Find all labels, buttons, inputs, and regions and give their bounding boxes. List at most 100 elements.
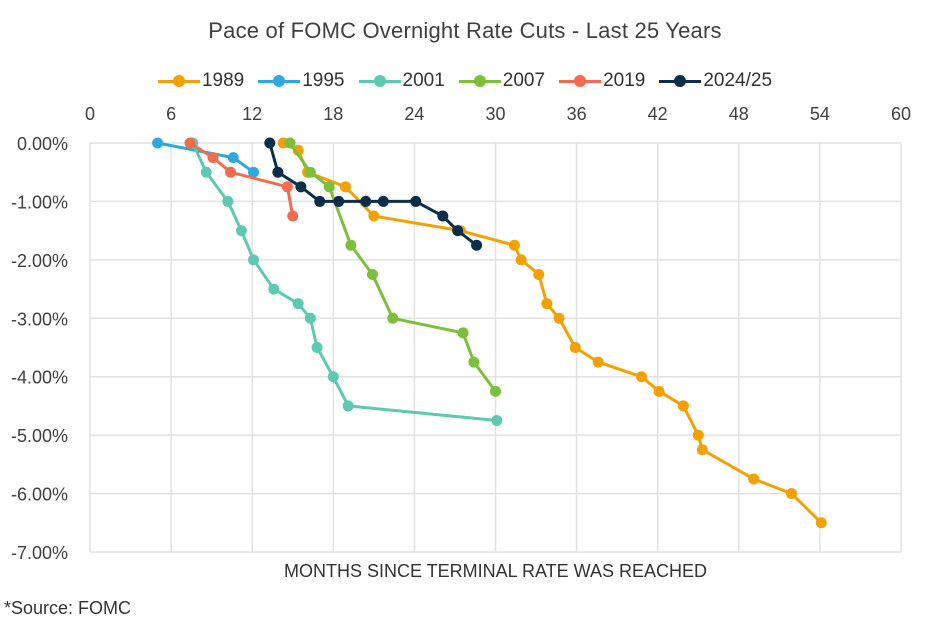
data-point	[222, 195, 234, 207]
y-tick-label: -2.00%	[11, 251, 68, 271]
y-tick-label: 0.00%	[17, 134, 68, 154]
data-point	[635, 371, 647, 383]
legend-item: 1989	[157, 70, 245, 92]
x-tick-labels: 0 6 12 18 24 30 36 42 48 54 60	[85, 104, 911, 124]
data-point	[281, 181, 293, 193]
x-tick-label: 18	[323, 104, 343, 124]
data-point	[248, 166, 260, 178]
data-point	[314, 195, 326, 207]
data-point	[491, 415, 503, 427]
legend-item: 2024/25	[659, 70, 772, 92]
x-tick-label: 54	[810, 104, 830, 124]
y-tick-label: -5.00%	[11, 426, 68, 446]
x-tick-label: 0	[85, 104, 95, 124]
data-point	[200, 166, 212, 178]
data-point	[471, 239, 483, 251]
data-point	[304, 312, 316, 324]
data-point	[268, 283, 280, 295]
y-tick-labels: 0.00% -1.00% -2.00% -3.00% -4.00% -5.00% -6.00…	[11, 134, 68, 563]
data-point	[515, 254, 527, 266]
legend-marker-icon	[358, 75, 401, 87]
legend-item: 2007	[458, 70, 545, 92]
y-tick-label: -4.00%	[11, 368, 68, 388]
data-point	[553, 312, 565, 324]
data-point	[264, 137, 276, 149]
data-point	[387, 312, 399, 324]
series-1995	[152, 137, 260, 178]
data-point	[533, 268, 545, 280]
data-point	[292, 298, 304, 310]
legend-item: 2001	[358, 70, 445, 92]
series-1989	[277, 137, 827, 529]
source-note: *Source: FOMC	[4, 598, 132, 618]
data-point	[592, 356, 604, 368]
data-point	[692, 429, 704, 441]
data-point	[508, 239, 520, 251]
x-tick-label: 36	[567, 104, 587, 124]
data-point	[786, 488, 798, 500]
data-point	[653, 385, 665, 397]
data-point	[184, 137, 196, 149]
data-point	[815, 517, 827, 529]
data-point	[272, 166, 284, 178]
legend-label: 2019	[603, 70, 646, 91]
legend-marker-icon	[157, 75, 200, 87]
data-point	[541, 298, 553, 310]
chart-title: Pace of FOMC Overnight Rate Cuts - Last …	[208, 18, 722, 43]
legend-label: 2024/25	[703, 70, 773, 91]
data-point	[284, 137, 296, 149]
y-tick-label: -1.00%	[11, 192, 68, 212]
series-2019	[184, 137, 299, 222]
series-2024-25	[264, 137, 483, 251]
data-point	[437, 210, 449, 222]
data-point	[377, 195, 389, 207]
y-tick-label: -6.00%	[11, 485, 68, 505]
data-point	[152, 137, 164, 149]
data-point	[345, 239, 357, 251]
data-point	[696, 444, 708, 456]
legend-label: 1995	[302, 70, 345, 91]
series-2007	[284, 137, 501, 397]
data-point	[339, 181, 351, 193]
grid	[89, 142, 902, 553]
x-axis-label: MONTHS SINCE TERMINAL RATE WAS REACHED	[283, 561, 708, 581]
x-tick-label: 24	[404, 104, 424, 124]
data-point	[248, 254, 260, 266]
data-point	[304, 166, 316, 178]
series-line	[189, 141, 295, 217]
data-point	[490, 385, 501, 397]
legend-marker-icon	[659, 75, 702, 87]
x-tick-label: 6	[166, 104, 176, 124]
x-tick-label: 42	[648, 104, 668, 124]
data-point	[227, 152, 239, 164]
data-point	[366, 268, 378, 280]
data-point	[333, 195, 345, 207]
data-point	[410, 195, 422, 207]
data-point	[225, 166, 237, 178]
x-tick-label: 12	[242, 104, 262, 124]
data-point	[748, 473, 760, 485]
legend-label: 2001	[402, 70, 445, 91]
data-point	[342, 400, 354, 412]
data-point	[327, 371, 339, 383]
legend-label: 1989	[201, 70, 245, 91]
legend-marker-icon	[258, 75, 301, 87]
series-lines	[152, 137, 827, 529]
data-point	[323, 181, 335, 193]
data-point	[569, 342, 581, 353]
data-point	[295, 181, 307, 193]
data-point	[677, 400, 689, 412]
y-tick-label: -7.00%	[11, 543, 68, 563]
data-point	[368, 210, 380, 222]
legend-marker-icon	[458, 75, 501, 87]
data-point	[235, 225, 247, 237]
x-tick-label: 30	[485, 104, 505, 124]
series-2001	[187, 137, 503, 427]
legend-item: 1995	[258, 70, 345, 92]
x-tick-label: 60	[891, 104, 911, 124]
data-point	[311, 342, 323, 353]
data-point	[207, 152, 219, 164]
data-point	[360, 195, 372, 207]
data-point	[452, 225, 464, 237]
